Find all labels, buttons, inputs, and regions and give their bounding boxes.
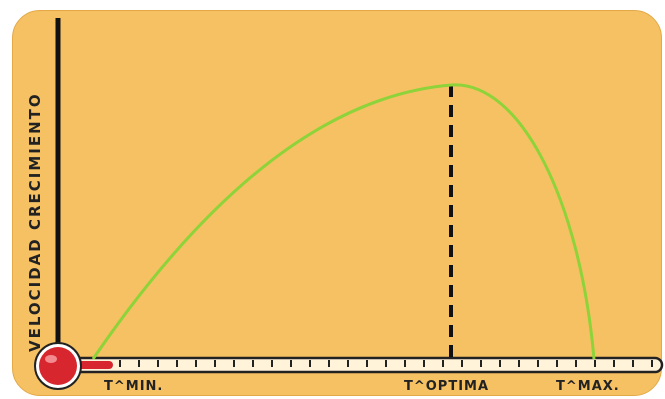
label-t-min: T^MIN. [104,379,163,394]
label-t-optimum: T^OPTIMA [404,379,489,394]
diagram-panel [12,10,662,396]
thermometer-tube [58,356,664,374]
y-axis-label: VELOCIDAD CRECIMIENTO [26,92,44,352]
growth-rate-curve [91,83,596,360]
thermometer-bulb-icon [34,342,82,390]
thermometer-mercury [75,361,113,369]
x-axis-ticks [119,360,653,367]
label-t-max: T^MAX. [556,379,620,394]
